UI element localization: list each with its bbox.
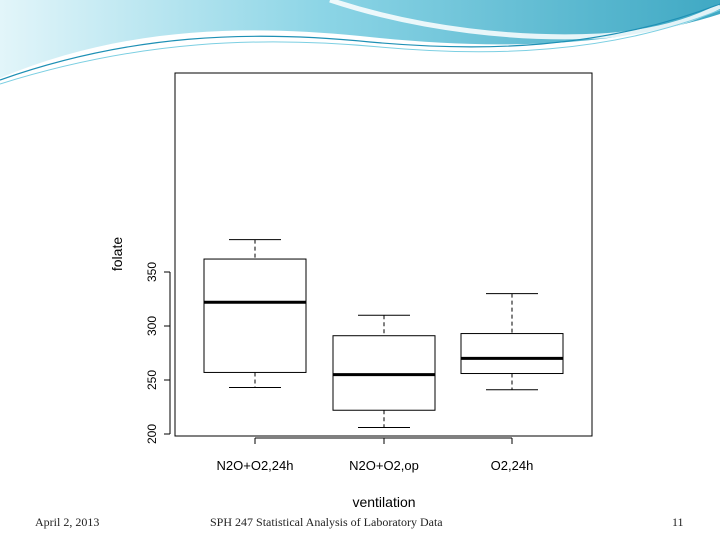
- y-tick-label: 350: [145, 262, 159, 282]
- box-iqr: [332, 335, 436, 411]
- footer-course-title: SPH 247 Statistical Analysis of Laborato…: [210, 515, 443, 529]
- x-axis-label: ventilation: [352, 494, 415, 510]
- banner-line-2: [0, 9, 720, 85]
- banner-line: [0, 3, 720, 81]
- box-group: [460, 293, 564, 391]
- y-tick-label: 200: [145, 424, 159, 444]
- header-banner: [0, 0, 720, 85]
- x-tick-label: N2O+O2,op: [349, 458, 419, 473]
- y-axis: 200 250 300 350: [145, 262, 171, 444]
- boxes: [203, 239, 564, 429]
- banner-highlight: [329, 0, 720, 40]
- box-iqr: [203, 258, 307, 373]
- y-tick-label: 250: [145, 370, 159, 390]
- plot-frame: [174, 72, 593, 437]
- y-tick-label: 300: [145, 316, 159, 336]
- box-group: [203, 239, 307, 389]
- x-tick-label: O2,24h: [491, 458, 534, 473]
- footer-page-number: 11: [672, 515, 684, 529]
- box-iqr: [460, 333, 564, 375]
- y-axis-label: folate: [109, 237, 125, 271]
- footer-date: April 2, 2013: [35, 515, 100, 529]
- x-axis: N2O+O2,24h N2O+O2,op O2,24h: [217, 437, 534, 473]
- x-tick-label: N2O+O2,24h: [217, 458, 294, 473]
- box-group: [332, 314, 436, 429]
- banner-wave: [0, 0, 720, 78]
